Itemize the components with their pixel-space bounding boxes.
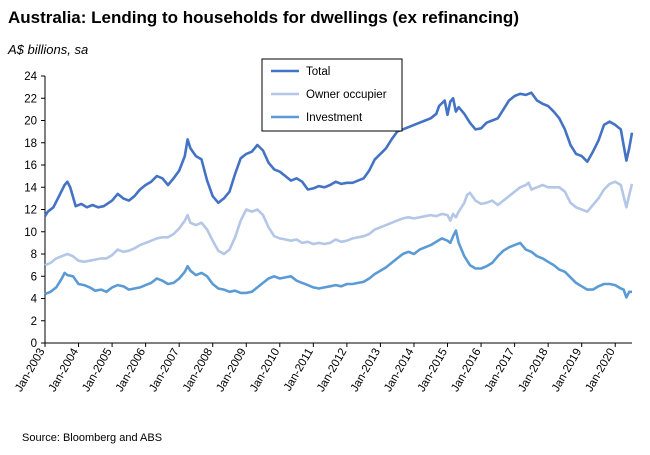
x-tick-label: Jan-2018	[516, 347, 550, 395]
legend-label-total: Total	[306, 66, 330, 78]
y-tick-label: 20	[24, 116, 37, 128]
y-unit-label: A$ billions, sa	[8, 42, 89, 57]
series-line-investment	[44, 229, 632, 299]
x-tick-label: Jan-2017	[483, 347, 517, 395]
x-tick-label: Jan-2020	[583, 347, 617, 395]
x-tick-label: Jan-2003	[13, 347, 47, 395]
y-tick-label: 4	[31, 294, 38, 306]
x-tick-label: Jan-2012	[315, 347, 349, 395]
chart-title: Australia: Lending to households for dwe…	[8, 8, 519, 27]
x-tick-label: Jan-2006	[114, 347, 148, 395]
series-line-owner-occupier	[44, 180, 634, 267]
x-tick-label: Jan-2015	[416, 347, 450, 395]
series-line-total	[43, 91, 634, 217]
legend-label-owner-occupier: Owner occupier	[306, 89, 387, 101]
y-tick-label: 10	[24, 227, 37, 239]
y-tick-label: 22	[24, 93, 37, 105]
x-tick-label: Jan-2011	[282, 347, 316, 394]
x-tick-label: Jan-2007	[147, 347, 181, 395]
y-tick-label: 12	[24, 205, 37, 217]
x-tick-label: Jan-2009	[214, 347, 248, 395]
x-tick-label: Jan-2019	[550, 347, 584, 395]
x-tick-label: Jan-2016	[449, 347, 483, 395]
legend-label-investment: Investment	[306, 112, 363, 124]
x-tick-label: Jan-2005	[80, 347, 114, 395]
x-tick-label: Jan-2008	[181, 347, 215, 395]
x-tick-label: Jan-2010	[248, 347, 282, 395]
y-tick-label: 14	[24, 182, 37, 194]
source-note: Source: Bloomberg and ABS	[22, 432, 163, 444]
x-tick-label: Jan-2014	[382, 346, 417, 394]
legend: Total Owner occupier Investment	[261, 58, 403, 132]
y-tick-label: 8	[31, 249, 37, 261]
y-tick-label: 16	[24, 160, 37, 172]
y-tick-label: 18	[24, 138, 37, 150]
x-tick-label: Jan-2004	[47, 346, 82, 394]
y-tick-label: 0	[31, 338, 37, 350]
y-tick-label: 6	[31, 271, 37, 283]
y-tick-label: 24	[24, 71, 37, 83]
y-tick-label: 2	[31, 316, 37, 328]
x-tick-label: Jan-2013	[349, 347, 383, 395]
